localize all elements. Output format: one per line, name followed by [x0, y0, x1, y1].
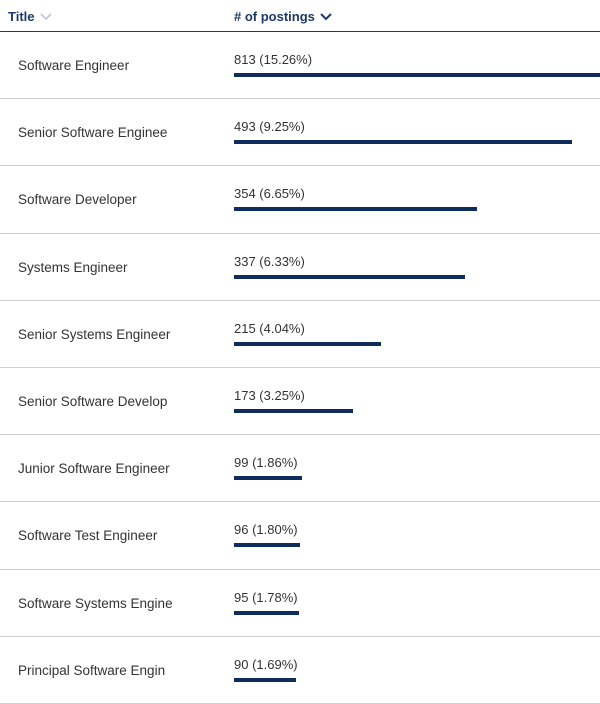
job-title: Senior Systems Engineer — [18, 326, 171, 342]
job-title: Software Test Engineer — [18, 528, 158, 544]
table-row: Systems Engineer 337 (6.33%) — [0, 234, 600, 301]
job-title: Software Systems Engine — [18, 595, 173, 611]
postings-bar — [234, 409, 353, 413]
sort-icon — [320, 12, 332, 20]
postings-bar — [234, 274, 466, 279]
job-title: Junior Software Engineer — [18, 461, 170, 477]
postings-bar — [234, 677, 296, 682]
job-title: Principal Software Engin — [18, 662, 166, 678]
postings-label: 493 (9.25%) — [234, 119, 305, 135]
table-row: Software Engineer 813 (15.26%) — [0, 32, 600, 100]
postings-label: 95 (1.78%) — [234, 589, 298, 605]
table-row: Junior Software Engineer 99 (1.86%) — [0, 435, 600, 503]
postings-bar — [234, 207, 477, 212]
job-title: Senior Software Enginee — [18, 125, 168, 141]
postings-label: 90 (1.69%) — [234, 656, 298, 672]
postings-label: 337 (6.33%) — [234, 253, 305, 269]
job-title: Software Developer — [18, 192, 137, 208]
table-row: Senior Software Enginee 493 (9.25%) — [0, 99, 600, 167]
sort-icon — [39, 12, 52, 20]
postings-column-header[interactable]: # of postings — [234, 9, 332, 24]
title-column-header[interactable]: Title — [8, 9, 52, 24]
table-row: Software Test Engineer 96 (1.80%) — [0, 502, 600, 570]
job-title: Systems Engineer — [18, 259, 128, 275]
column-label: Title — [8, 9, 35, 24]
postings-label: 215 (4.04%) — [234, 320, 305, 336]
job-title: Senior Software Develop — [18, 394, 168, 409]
table-header: Title # of postings — [0, 0, 600, 32]
postings-label: 99 (1.86%) — [234, 455, 298, 471]
postings-bar — [234, 476, 302, 481]
postings-bar — [234, 73, 600, 77]
postings-bar — [234, 341, 382, 346]
postings-bar — [234, 140, 573, 145]
job-title: Software Engineer — [18, 58, 130, 73]
postings-label: 354 (6.65%) — [234, 186, 305, 202]
postings-bar — [234, 543, 300, 548]
postings-bar — [234, 610, 300, 615]
table-row: Principal Software Engin 90 (1.69%) — [0, 637, 600, 704]
table-row: Senior Systems Engineer 215 (4.04%) — [0, 301, 600, 368]
column-label: # of postings — [234, 9, 315, 24]
postings-label: 813 (15.26%) — [234, 52, 313, 67]
postings-label: 173 (3.25%) — [234, 388, 305, 403]
postings-label: 96 (1.80%) — [234, 522, 298, 538]
table-row: Senior Software Develop 173 (3.25%) — [0, 368, 600, 436]
table-row: Software Systems Engine 95 (1.78%) — [0, 570, 600, 637]
table-row: Software Developer 354 (6.65%) — [0, 166, 600, 234]
